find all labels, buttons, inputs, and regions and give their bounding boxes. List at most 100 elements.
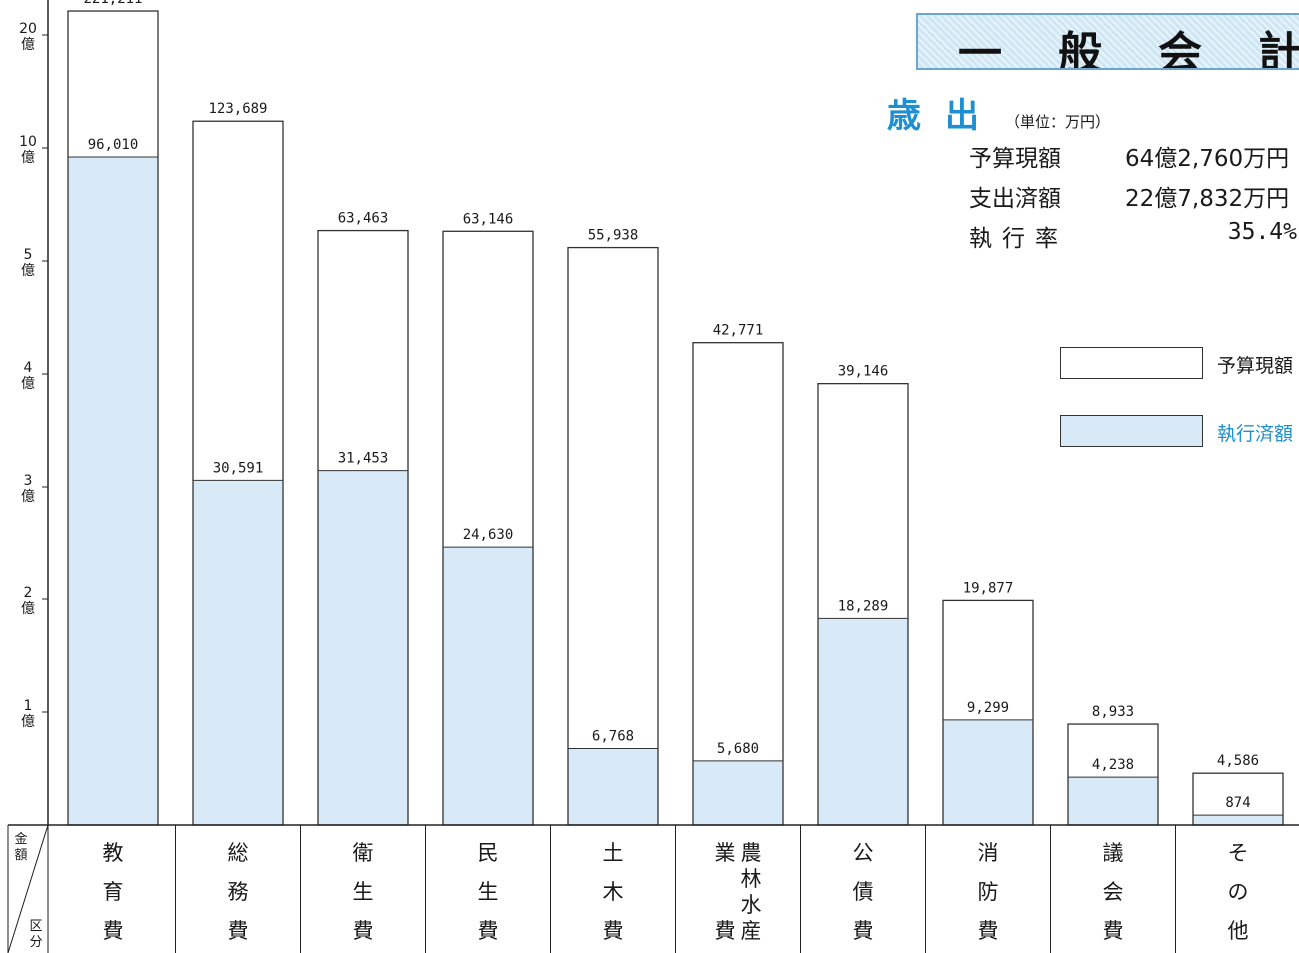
data-label-executed: 31,453 — [338, 451, 389, 467]
bar-executed — [818, 618, 908, 825]
category-label: 民 — [478, 841, 499, 865]
y-tick-label: 1 — [24, 698, 33, 714]
corner-label-amount: 金 — [14, 831, 27, 847]
summary-label-spent: 支出済額 — [969, 186, 1061, 212]
category-label: 業 — [715, 841, 736, 865]
data-label-budget: 19,877 — [963, 580, 1014, 596]
category-label: 木 — [603, 880, 624, 904]
bar-executed — [943, 719, 1033, 825]
data-label-budget: 221,211 — [83, 0, 142, 7]
y-tick-label: 20 — [19, 21, 37, 37]
legend-label-budget: 予算現額 — [1217, 355, 1294, 377]
data-label-executed: 18,289 — [838, 598, 889, 614]
bar-executed — [1193, 815, 1283, 825]
unit-label: （単位：万円） — [1005, 113, 1111, 131]
data-label-budget: 39,146 — [838, 364, 889, 380]
category-label: 務 — [228, 880, 249, 904]
category-label: 会 — [1103, 880, 1124, 904]
y-tick-unit: 億 — [21, 150, 35, 166]
data-label-budget: 8,933 — [1092, 704, 1134, 720]
category-label: 林 — [741, 867, 762, 891]
category-label: 土 — [603, 841, 624, 865]
data-label-executed: 5,680 — [717, 741, 759, 757]
category-label: 費 — [603, 919, 624, 943]
corner-label-amount: 額 — [14, 848, 27, 863]
summary-value-rate: 35.4% — [1227, 219, 1297, 245]
category-label: 費 — [715, 919, 736, 943]
page-title: 一般会計 — [958, 28, 1299, 70]
category-label: 費 — [228, 919, 249, 943]
summary-label-rate: 執行率 — [969, 226, 1068, 252]
summary-label-budget: 予算現額 — [969, 146, 1061, 172]
y-tick-unit: 億 — [21, 376, 35, 392]
category-label: 費 — [978, 919, 999, 943]
corner-label-category: 分 — [29, 935, 42, 950]
legend-label-executed: 執行済額 — [1217, 423, 1294, 445]
y-tick-unit: 億 — [21, 714, 35, 730]
summary-row-spent: 支出済額 22億7,832万円 — [969, 179, 1299, 219]
y-tick-unit: 億 — [21, 37, 35, 53]
bar-executed — [693, 760, 783, 825]
summary-value-budget: 64億2,760万円 — [1125, 146, 1290, 172]
category-label: 債 — [853, 880, 874, 904]
corner-diagonal — [7, 824, 49, 953]
category-label: 産 — [741, 919, 762, 943]
data-label-budget: 63,463 — [338, 211, 389, 227]
data-label-budget: 55,938 — [588, 228, 639, 244]
corner-label-category: 区 — [29, 919, 42, 934]
summary-row-rate: 執行率 35.4% — [969, 219, 1299, 259]
summary-value-spent: 22億7,832万円 — [1125, 186, 1290, 212]
category-label: 農 — [741, 841, 762, 865]
data-label-budget: 63,146 — [463, 211, 514, 227]
bar-executed — [318, 470, 408, 825]
category-label: そ — [1228, 841, 1249, 865]
y-tick-label: 10 — [19, 134, 37, 150]
data-label-executed: 24,630 — [463, 527, 514, 543]
category-label: 育 — [103, 880, 124, 904]
data-label-executed: 874 — [1225, 795, 1250, 811]
bar-executed — [443, 547, 533, 825]
category-label: 教 — [103, 841, 124, 865]
category-label: 費 — [478, 919, 499, 943]
category-label: 費 — [853, 919, 874, 943]
legend-swatch-executed — [1060, 415, 1203, 447]
category-label: の — [1228, 880, 1249, 904]
category-label: 総 — [228, 841, 249, 865]
summary-table: 予算現額 64億2,760万円 支出済額 22億7,832万円 執行率 35.4… — [969, 139, 1299, 259]
data-label-budget: 123,689 — [208, 101, 267, 117]
category-label: 防 — [978, 880, 999, 904]
y-tick-label: 2 — [24, 585, 33, 601]
bar-executed — [568, 748, 658, 825]
category-label: 生 — [353, 880, 374, 904]
data-label-budget: 42,771 — [713, 323, 764, 339]
y-tick-label: 3 — [24, 473, 33, 489]
data-label-executed: 30,591 — [213, 460, 264, 476]
category-label: 衛 — [353, 841, 374, 865]
expenditure-heading: 歳出 （単位：万円） — [887, 88, 1110, 137]
category-label: 生 — [478, 880, 499, 904]
category-label: 水 — [741, 893, 762, 917]
bar-executed — [1068, 777, 1158, 825]
expenditure-heading-text: 歳出 — [887, 96, 1003, 136]
category-label: 他 — [1228, 919, 1249, 943]
y-tick-label: 5 — [24, 247, 33, 263]
summary-row-budget: 予算現額 64億2,760万円 — [969, 139, 1299, 179]
category-label: 費 — [1103, 919, 1124, 943]
category-label: 消 — [978, 841, 999, 865]
data-label-executed: 4,238 — [1092, 757, 1134, 773]
y-tick-unit: 億 — [21, 263, 35, 279]
data-label-budget: 4,586 — [1217, 753, 1259, 769]
legend-swatch-budget — [1060, 347, 1203, 379]
title-banner: 一般会計 — [916, 13, 1299, 70]
y-tick-label: 4 — [24, 360, 33, 376]
data-label-executed: 6,768 — [592, 729, 634, 745]
y-tick-unit: 億 — [21, 489, 35, 505]
y-tick-unit: 億 — [21, 601, 35, 617]
bar-executed — [193, 480, 283, 825]
bar-executed — [68, 157, 158, 825]
data-label-executed: 96,010 — [88, 137, 139, 153]
category-label: 公 — [853, 841, 874, 865]
data-label-executed: 9,299 — [967, 700, 1009, 716]
category-label: 費 — [353, 919, 374, 943]
